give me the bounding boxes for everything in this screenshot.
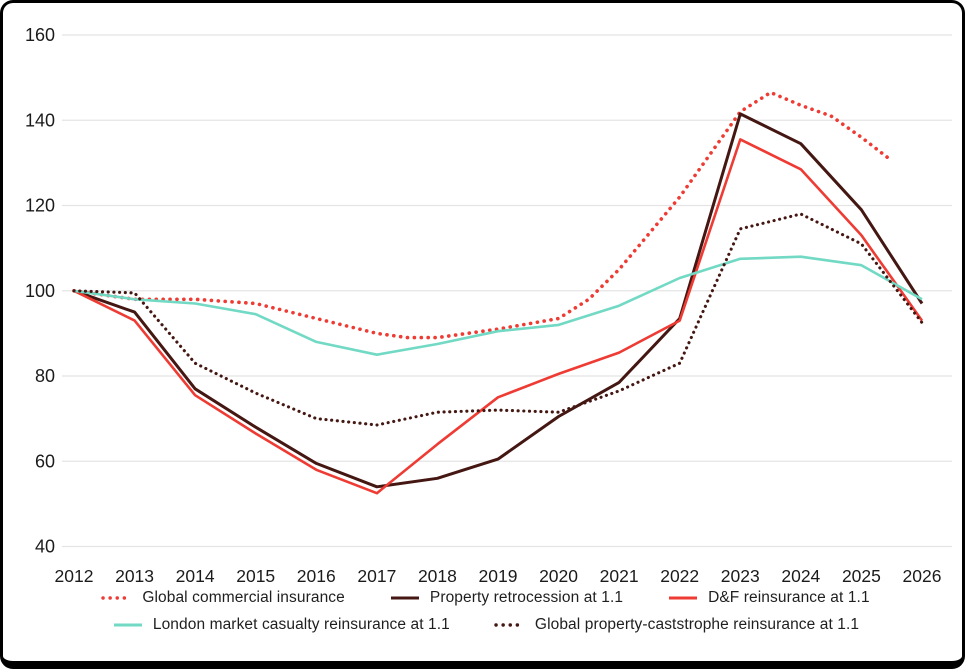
y-tick-label: 140 xyxy=(25,110,55,130)
legend-row: Global commercial insurance Property retr… xyxy=(101,589,870,607)
legend-label: Property retrocession at 1.1 xyxy=(429,589,624,606)
x-tick-label: 2023 xyxy=(721,566,760,586)
legend-row: London market casualty reinsurance at 1.… xyxy=(112,616,859,634)
legend-item: D&F reinsurance at 1.1 xyxy=(667,589,870,607)
y-tick-label: 100 xyxy=(25,281,55,301)
dotted-line-swatch-icon xyxy=(494,623,526,627)
y-tick-label: 120 xyxy=(25,196,55,216)
legend-item: London market casualty reinsurance at 1.… xyxy=(112,616,450,634)
y-tick-label: 60 xyxy=(35,451,55,471)
y-tick-label: 40 xyxy=(35,537,55,557)
x-tick-label: 2013 xyxy=(115,566,154,586)
y-tick-label: 80 xyxy=(35,366,55,386)
solid-line-swatch-icon xyxy=(669,596,698,600)
x-tick-label: 2019 xyxy=(479,566,518,586)
series-line-1 xyxy=(72,90,894,340)
x-tick-label: 2024 xyxy=(781,566,820,586)
series-line-4 xyxy=(73,255,923,357)
dotted-line-swatch-icon xyxy=(101,596,134,600)
x-tick-label: 2021 xyxy=(600,566,639,586)
x-tick-label: 2022 xyxy=(660,566,699,586)
chart-legend: Global commercial insurance Property retr… xyxy=(3,589,962,634)
x-tick-label: 2025 xyxy=(842,566,881,586)
x-tick-label: 2015 xyxy=(236,566,275,586)
legend-label: London market casualty reinsurance at 1.… xyxy=(152,616,450,633)
x-tick-label: 2018 xyxy=(418,566,457,586)
series-line-5 xyxy=(72,212,924,427)
series-line-3 xyxy=(73,138,924,495)
legend-item: Global commercial insurance xyxy=(101,589,345,607)
x-tick-label: 2016 xyxy=(297,566,336,586)
legend-label: Global property-caststrophe reinsurance … xyxy=(534,616,860,633)
series-line-2 xyxy=(73,112,924,489)
x-tick-label: 2014 xyxy=(176,566,215,586)
x-tick-label: 2020 xyxy=(539,566,578,586)
x-tick-label: 2012 xyxy=(55,566,94,586)
x-tick-label: 2026 xyxy=(903,566,942,586)
legend-item: Property retrocession at 1.1 xyxy=(389,589,623,607)
y-tick-label: 160 xyxy=(25,25,55,45)
plot-area: 160 140 120 100 80 60 40 2012 2013 2014 2015 2016 20… xyxy=(3,3,962,588)
solid-line-swatch-icon xyxy=(113,623,142,627)
legend-label: Global commercial insurance xyxy=(142,589,345,606)
legend-item: Global property-caststrophe reinsurance … xyxy=(494,616,859,634)
x-tick-label: 2017 xyxy=(357,566,396,586)
solid-line-swatch-icon xyxy=(390,596,419,600)
legend-label: D&F reinsurance at 1.1 xyxy=(708,589,870,606)
